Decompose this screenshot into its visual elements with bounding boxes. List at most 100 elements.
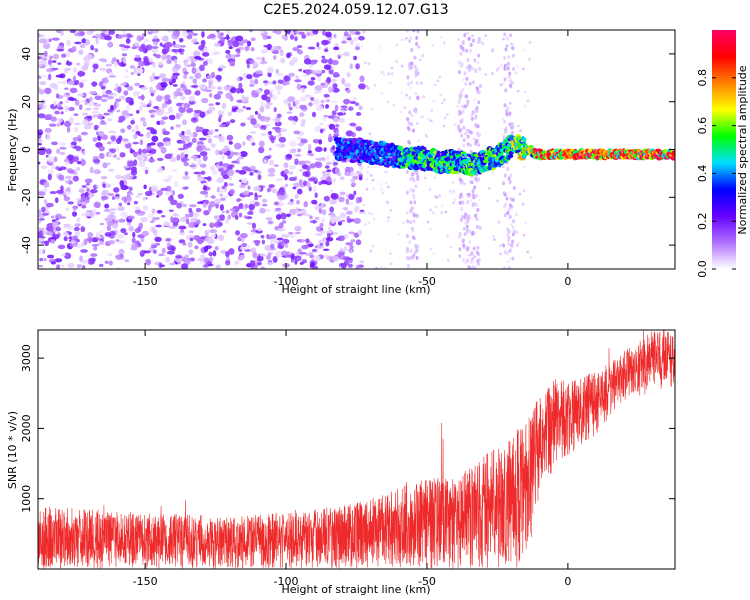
spectrogram-cell	[365, 187, 369, 191]
spectrogram-cell	[241, 207, 248, 211]
spectrogram-cell	[411, 172, 415, 177]
spectrogram-cell	[410, 114, 414, 117]
spectrogram-cell	[506, 61, 510, 66]
spectrogram-cell	[438, 194, 442, 198]
spectrogram-cell	[416, 67, 420, 72]
spectrogram-cell	[330, 100, 338, 104]
spectrogram-cell	[178, 106, 186, 113]
spectrogram-cell	[331, 59, 339, 66]
spectrogram-cell	[92, 63, 99, 70]
spectrogram-cell	[108, 130, 117, 134]
spectrogram-cell	[499, 244, 502, 248]
spectrogram-cell	[329, 230, 333, 234]
spectrogram-cell	[475, 216, 479, 221]
spectrogram-cell	[346, 210, 353, 215]
spectrogram-cell	[466, 199, 470, 204]
spectrogram-cell	[381, 191, 385, 195]
spectrogram-cell	[346, 166, 354, 173]
snr-x-axis-label: Height of straight line (km)	[281, 583, 430, 596]
spectrogram-cell	[81, 184, 87, 188]
spectrogram-cell	[413, 55, 417, 60]
spectrogram-cell	[433, 176, 437, 180]
x-tick-label: 0	[564, 275, 571, 288]
spectrogram-cell	[320, 99, 325, 104]
spectrogram-cell	[55, 226, 61, 232]
spectrogram-cell	[457, 124, 461, 129]
spectrogram-cell	[125, 115, 130, 118]
spectrogram-cell	[250, 247, 257, 254]
spectrogram-cell	[152, 61, 156, 68]
spectrogram-cell	[428, 188, 432, 191]
spectrogram-cell	[326, 233, 331, 238]
spectrogram-cell	[352, 175, 359, 180]
spectrogram-cell	[93, 169, 101, 175]
spectrogram-cell	[334, 104, 339, 112]
spectrogram-cell	[263, 89, 270, 95]
spectrogram-cell	[141, 230, 149, 237]
spectrogram-cell	[323, 93, 330, 98]
y-tick-label: 2000	[20, 414, 33, 442]
spectrogram-cell	[295, 207, 299, 214]
spectrogram-cell	[462, 48, 465, 52]
spectrogram-cell	[461, 39, 465, 43]
spectrogram-cell	[319, 122, 324, 126]
spectrogram-cell	[182, 186, 188, 190]
spectrogram-cell	[117, 239, 126, 244]
spectrogram-cell	[245, 106, 252, 111]
spectrogram-cell	[76, 243, 82, 249]
spectrogram-cell	[236, 108, 244, 113]
spectrogram-cell	[85, 53, 93, 60]
spectrogram-cell	[72, 235, 79, 241]
spectrogram-cell	[216, 30, 220, 33]
spectrogram-cell	[142, 205, 149, 211]
spectrogram-cell	[107, 162, 111, 166]
spectrogram-cell	[67, 201, 74, 205]
spectrogram-cell	[462, 238, 466, 243]
spectrogram-cell	[511, 225, 515, 229]
spectrogram-cell	[199, 111, 206, 119]
spectrogram-cell	[151, 47, 159, 54]
spectrogram-cell	[140, 103, 148, 108]
spectrogram-cell	[292, 120, 296, 126]
spectrogram-cell	[329, 206, 335, 213]
spectrogram-cell	[131, 237, 136, 244]
spectrogram-cell	[265, 116, 271, 121]
spectrogram-cell	[64, 191, 72, 195]
spectrogram-cell	[330, 220, 336, 224]
spectrogram-cell	[192, 131, 198, 138]
spectrogram-cell	[400, 64, 404, 68]
spectrogram-cell	[353, 190, 357, 196]
spectrogram-cell	[476, 61, 480, 65]
spectrogram-cell	[38, 139, 43, 143]
spectrogram-cell	[126, 124, 132, 130]
spectrogram-cell	[238, 203, 244, 209]
spectrogram-cell	[466, 57, 470, 62]
spectrogram-cell	[297, 142, 304, 147]
spectrogram-cell	[405, 30, 409, 33]
y-tick-label: 1000	[20, 485, 33, 513]
spectrogram-cell	[138, 60, 145, 67]
spectrogram-cell	[268, 159, 275, 166]
spectrogram-cell	[164, 94, 171, 100]
spectrogram-cell	[90, 257, 95, 265]
spectrogram-cell	[221, 102, 227, 110]
spectrogram-cell	[89, 166, 94, 174]
spectrogram-cell	[55, 166, 60, 171]
spectrogram-y-axis-label: Frequency (Hz)	[6, 109, 19, 192]
spectrogram-cell	[436, 152, 441, 158]
spectrogram-cell	[315, 247, 320, 254]
spectrogram-cell	[459, 217, 463, 222]
spectrogram-cell	[228, 164, 233, 170]
spectrogram-cell	[294, 154, 302, 157]
spectrogram-cell	[151, 72, 156, 78]
spectrogram-cell	[325, 99, 331, 103]
spectrogram-cell	[85, 107, 92, 111]
spectrogram-cell	[288, 231, 294, 235]
spectrogram-cell	[65, 207, 70, 212]
spectrogram-cell	[506, 233, 510, 237]
spectrogram-cell	[183, 143, 189, 150]
spectrogram-cell	[462, 143, 466, 147]
spectrogram-cell	[77, 161, 82, 165]
spectrogram-cell	[80, 242, 85, 247]
spectrogram-cell	[47, 173, 52, 181]
